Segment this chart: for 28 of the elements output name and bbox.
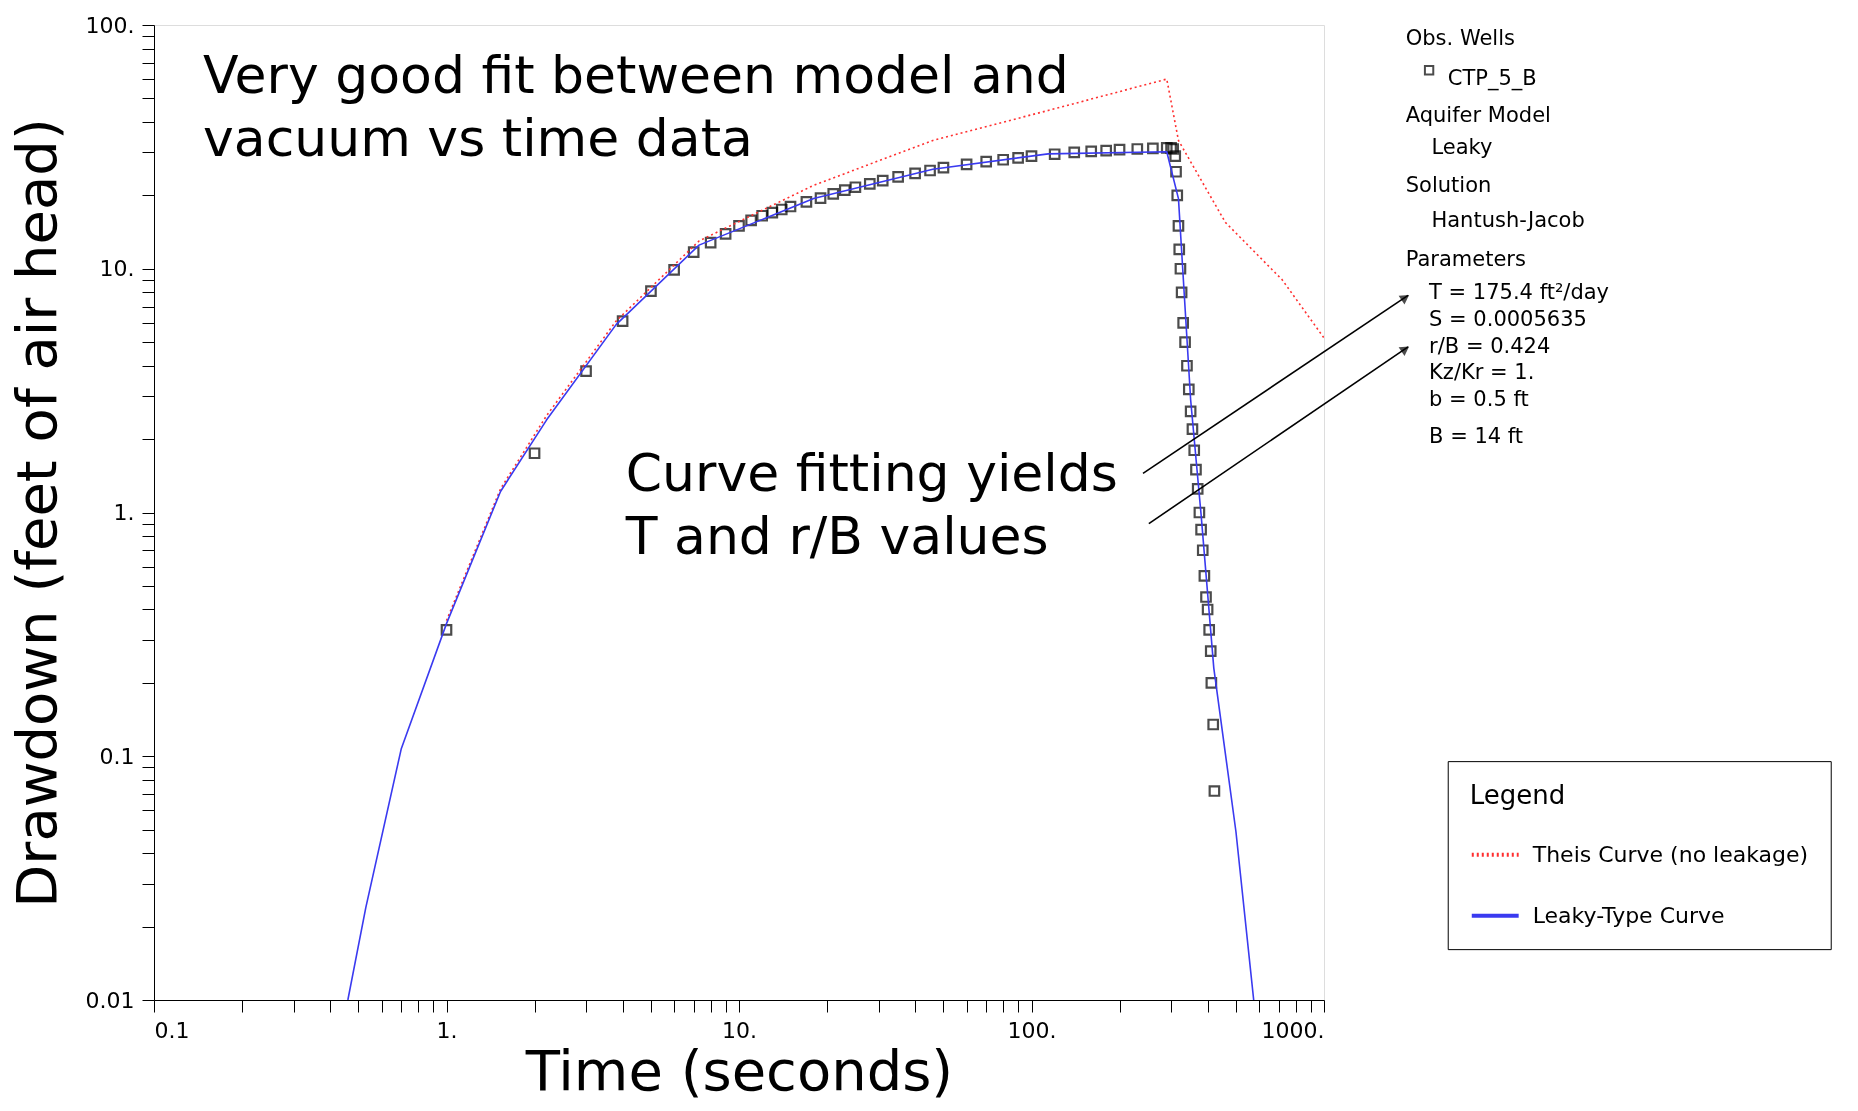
- annotation: Very good fit between model and vacuum vs time data: [203, 44, 1069, 169]
- y-tick-label: 10.: [99, 256, 135, 282]
- legend-label: Theis Curve (no leakage): [1531, 841, 1809, 867]
- x-tick-label: 1000.: [1261, 1017, 1325, 1043]
- text: Hantush-Jacob: [1431, 208, 1585, 233]
- text: r/B = 0.424: [1429, 333, 1551, 358]
- y-tick-label: 0.1: [99, 743, 135, 769]
- text: b = 0.5 ft: [1429, 387, 1529, 412]
- text: Obs. Wells: [1405, 25, 1515, 50]
- text: Leaky: [1431, 134, 1493, 159]
- text: S = 0.0005635: [1429, 306, 1587, 331]
- annotation: Curve fitting yields T and r/B values: [624, 442, 1118, 567]
- y-tick-label: 0.01: [85, 987, 135, 1013]
- x-tick-label: 1.: [436, 1017, 458, 1043]
- text: Solution: [1405, 173, 1492, 198]
- text: Parameters: [1405, 246, 1526, 271]
- y-tick-label: 100.: [85, 12, 135, 38]
- text: B = 14 ft: [1429, 423, 1524, 448]
- x-tick-label: 100.: [1007, 1017, 1057, 1043]
- text: Aquifer Model: [1405, 102, 1551, 127]
- legend-label: CTP_5_B: [1447, 65, 1537, 91]
- text: Kz/Kr = 1.: [1429, 360, 1535, 385]
- y-tick-label: 1.: [113, 500, 135, 525]
- text: T = 175.4 ft²/day: [1428, 279, 1610, 304]
- legend-title: Legend: [1469, 780, 1566, 811]
- x-tick-label: 0.1: [154, 1017, 190, 1043]
- y-axis-title: Drawdown (feet of air head): [3, 118, 69, 908]
- legend-label: Leaky-Type Curve: [1532, 902, 1725, 928]
